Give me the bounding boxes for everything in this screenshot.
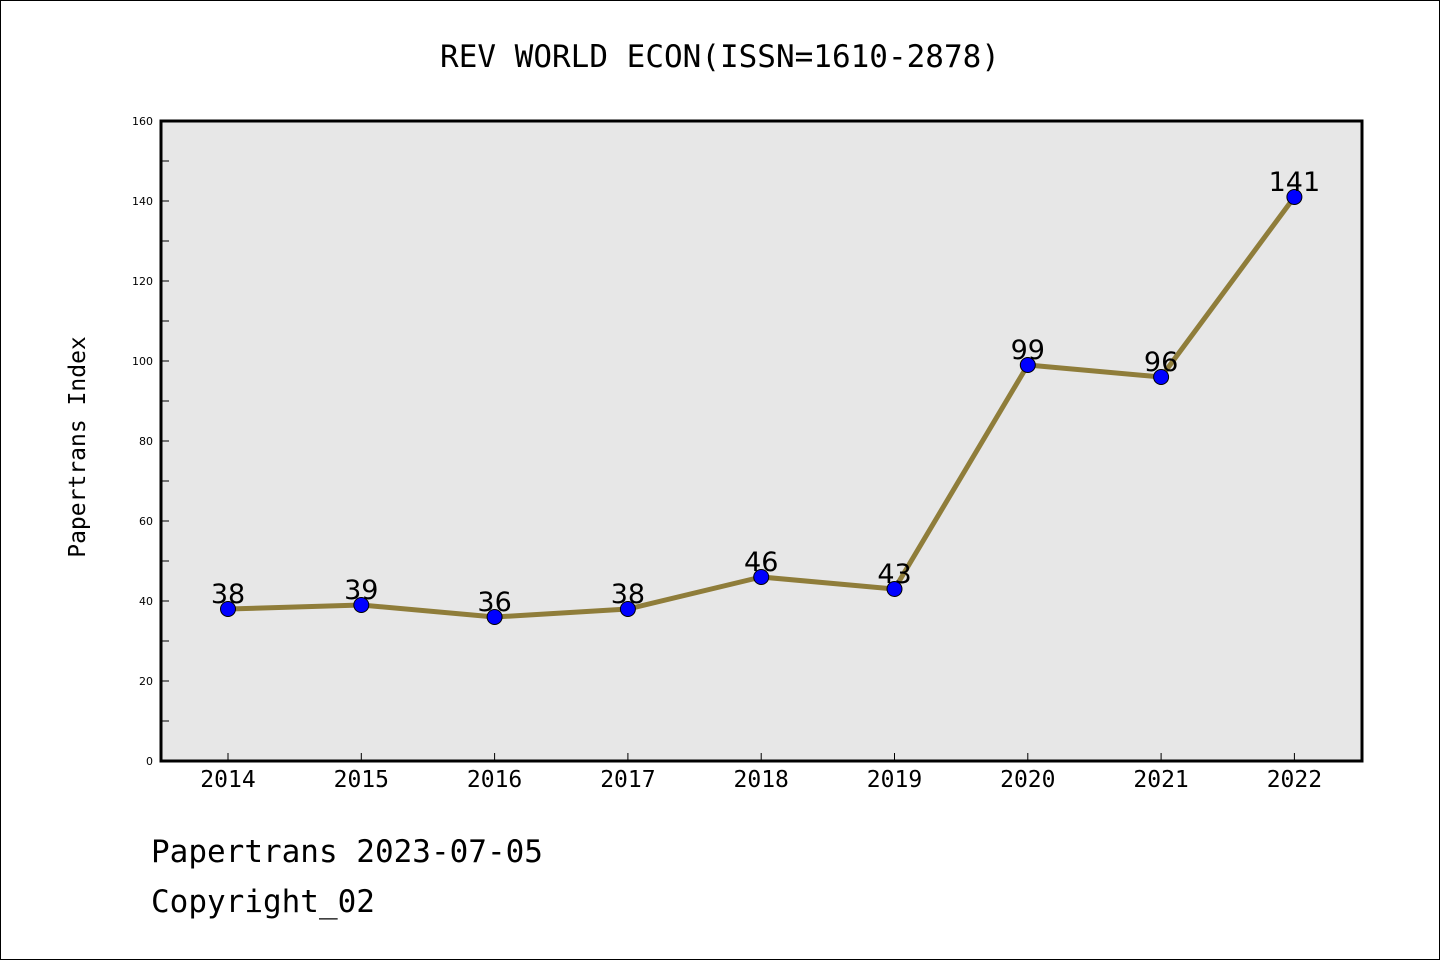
- y-axis-label: Papertrans Index: [65, 336, 91, 558]
- x-tick-label: 2022: [1267, 767, 1322, 793]
- data-point-marker: [886, 581, 903, 597]
- x-tick-label: 2018: [734, 767, 789, 793]
- y-tick-label: 100: [132, 355, 153, 368]
- data-label: 99: [1011, 335, 1045, 366]
- data-label: 43: [877, 559, 911, 590]
- data-label: 36: [477, 587, 511, 618]
- x-tick-label: 2017: [600, 767, 655, 793]
- data-point-marker: [486, 609, 503, 625]
- x-tick-label: 2015: [334, 767, 389, 793]
- data-label: 141: [1269, 167, 1321, 198]
- plot-frame: [159, 119, 1364, 763]
- x-tick-label: 2019: [867, 767, 922, 793]
- y-tick-label: 0: [146, 755, 153, 768]
- y-tick-label: 40: [139, 595, 153, 608]
- data-label: 39: [344, 575, 378, 606]
- data-point-marker: [220, 601, 236, 617]
- x-tick-label: 2020: [1000, 767, 1055, 793]
- y-tick-label: 20: [139, 675, 153, 688]
- data-label: 38: [611, 579, 645, 610]
- y-tick-label: 80: [139, 435, 153, 448]
- x-tick-label: 2014: [200, 767, 255, 793]
- x-tick-label: 2016: [467, 767, 522, 793]
- plot-area: 0 20 40 60 80 100 120 140 160 2014 2015 2016 2017 201…: [132, 115, 1364, 793]
- chart-title: REV WORLD ECON(ISSN=1610-2878): [440, 39, 1000, 75]
- data-label: 38: [211, 579, 245, 610]
- data-label: 96: [1144, 347, 1178, 378]
- y-tick-label: 60: [139, 515, 153, 528]
- data-point-marker: [1153, 369, 1170, 385]
- x-tick-label: 2021: [1133, 767, 1188, 793]
- y-tick-label: 120: [132, 275, 153, 288]
- data-point-marker: [353, 597, 370, 613]
- data-label: 46: [744, 547, 778, 578]
- data-point-marker: [1286, 189, 1303, 205]
- data-point-marker: [753, 569, 770, 585]
- data-point-marker: [1019, 357, 1036, 373]
- footer-date-text: Papertrans 2023-07-05: [151, 834, 543, 870]
- data-point-marker: [619, 601, 636, 617]
- footer-copyright-text: Copyright_02: [151, 884, 375, 920]
- plot-background: [161, 121, 1362, 761]
- y-tick-label: 160: [132, 115, 153, 128]
- y-tick-label: 140: [132, 195, 153, 208]
